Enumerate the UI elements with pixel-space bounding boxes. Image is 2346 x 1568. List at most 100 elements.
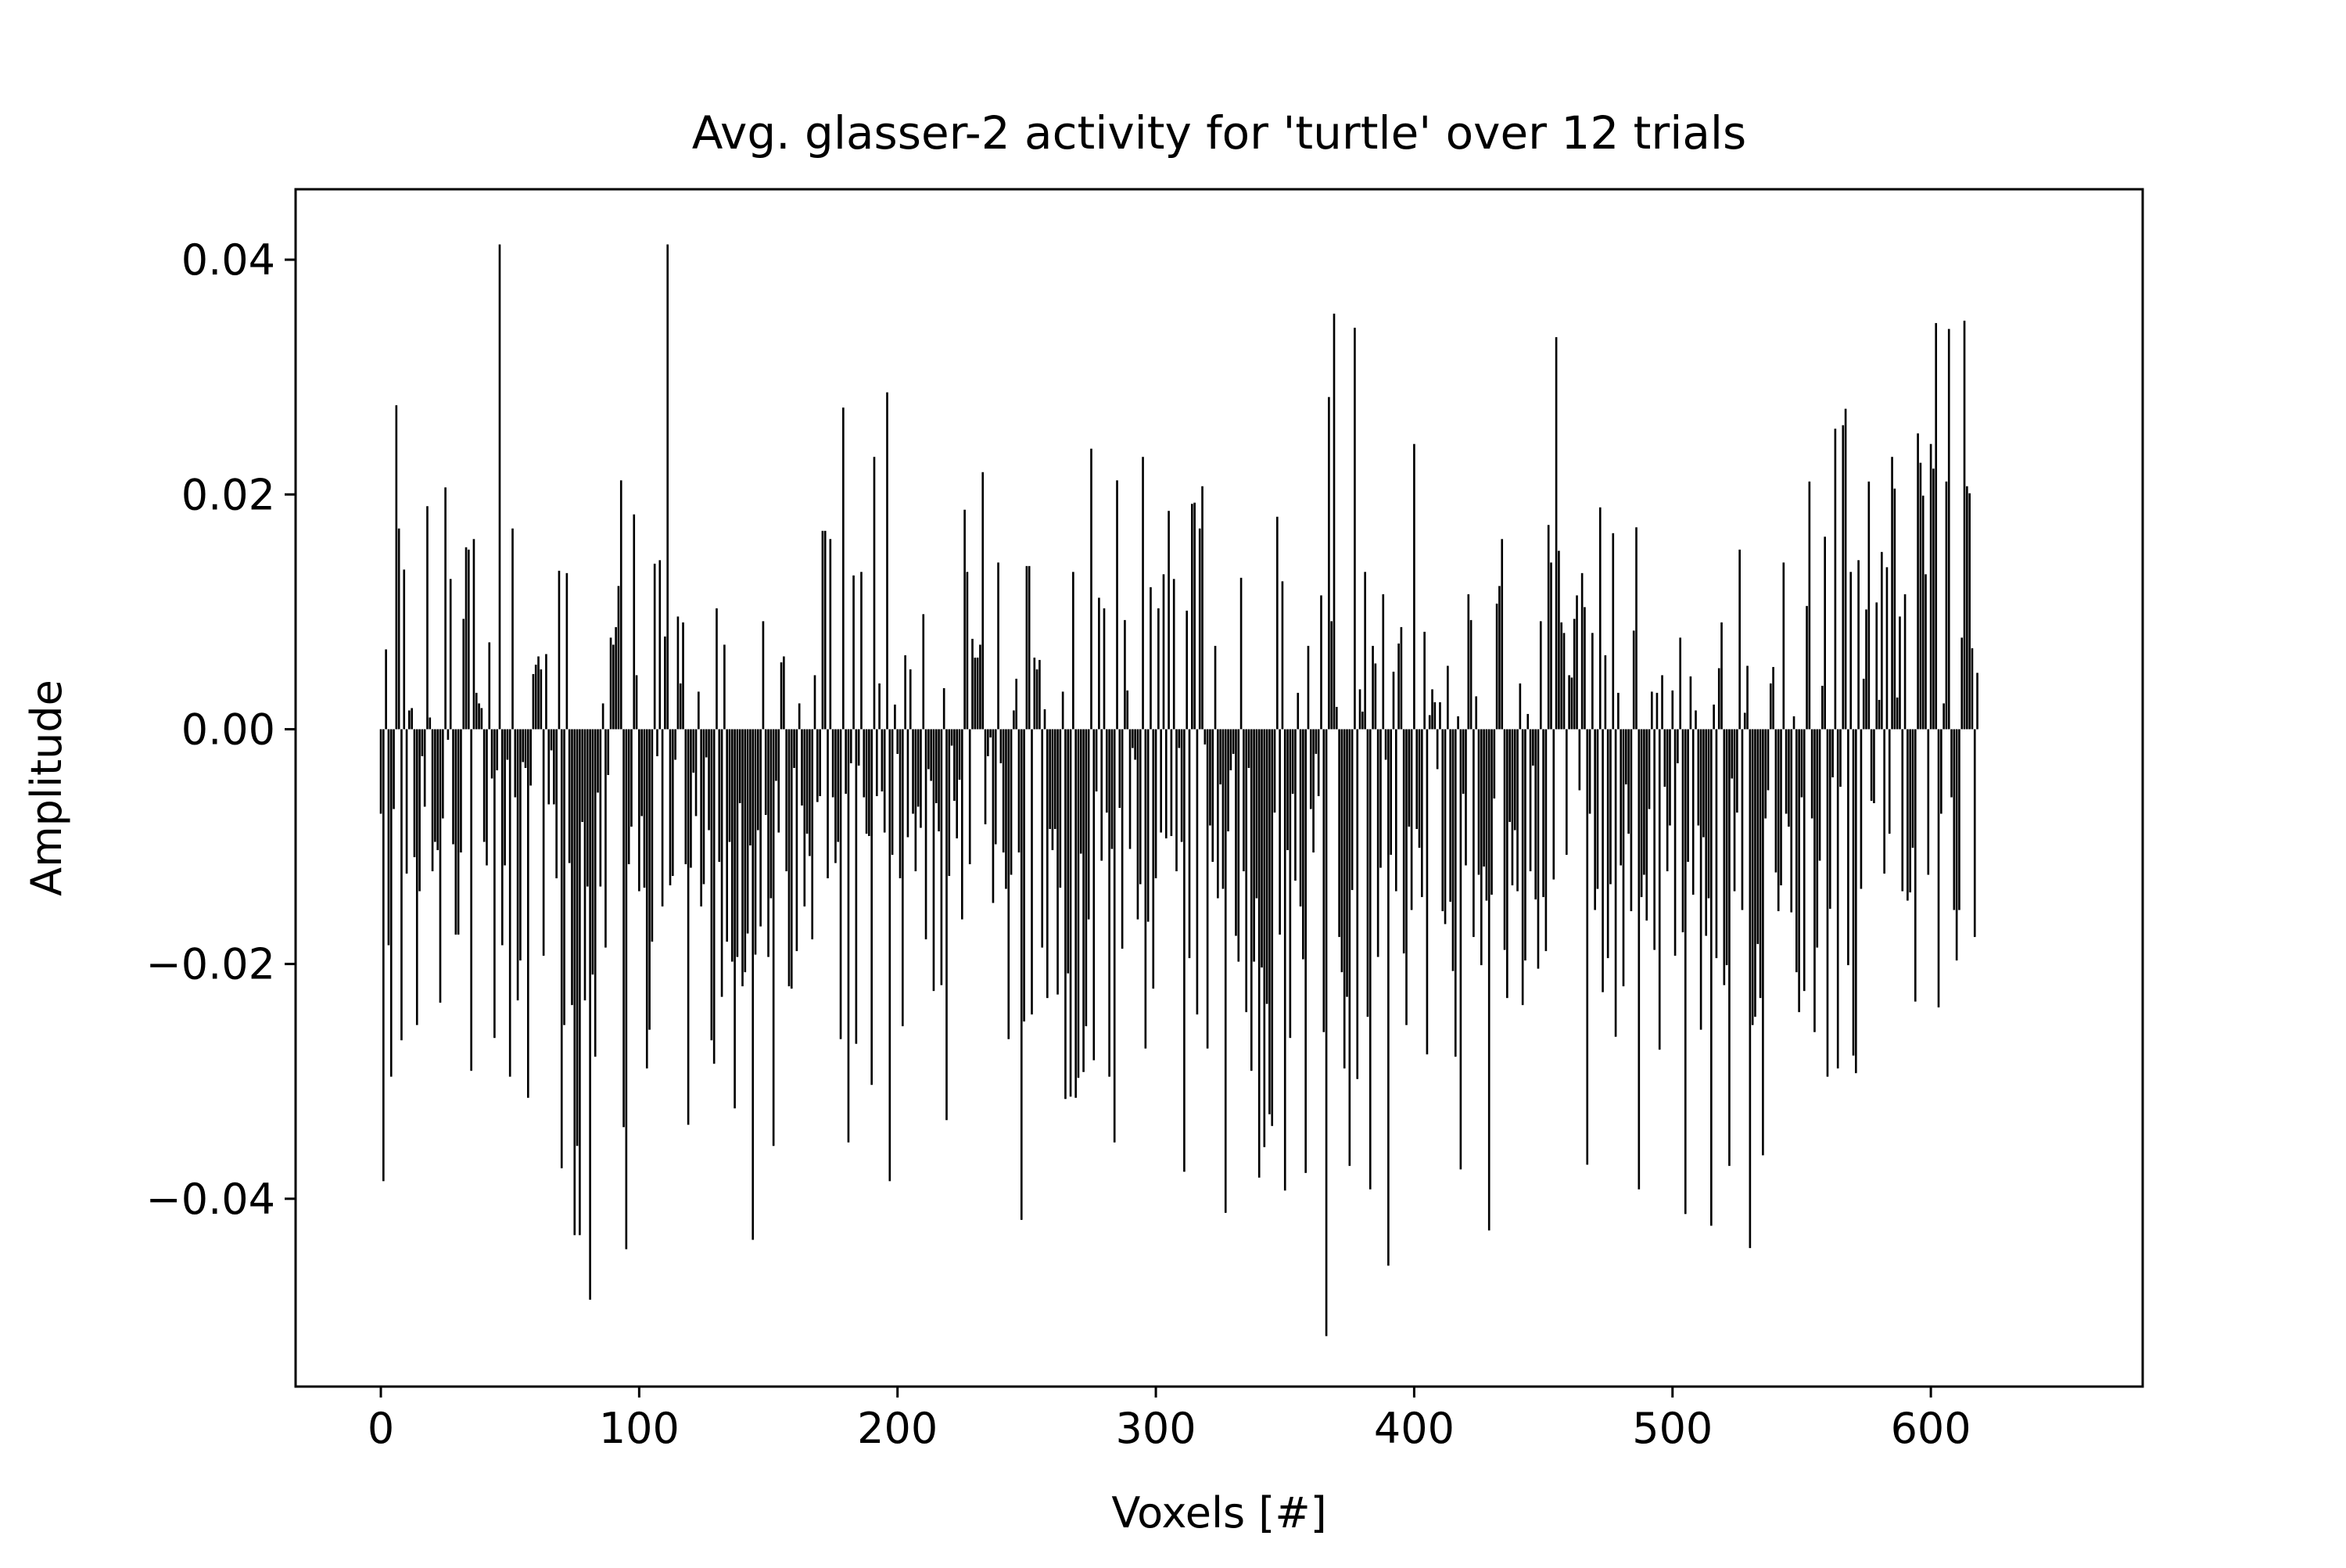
- bar: [589, 729, 591, 1300]
- bar: [1772, 666, 1774, 730]
- bar: [1627, 729, 1630, 834]
- bar: [1594, 729, 1596, 910]
- bar: [873, 457, 876, 730]
- bar: [604, 729, 607, 948]
- bar: [767, 729, 769, 957]
- bar: [1736, 729, 1738, 813]
- bar: [545, 654, 547, 730]
- bar: [1937, 729, 1940, 1008]
- bar: [1790, 729, 1793, 913]
- bar: [415, 729, 418, 1025]
- bar: [436, 729, 439, 851]
- bar: [1087, 729, 1090, 920]
- bar: [1645, 729, 1648, 921]
- bar: [1064, 729, 1067, 1100]
- bar: [462, 619, 465, 730]
- bar: [630, 729, 633, 827]
- bar: [661, 729, 664, 907]
- bar: [1317, 729, 1320, 797]
- x-tick-label: 100: [599, 1404, 680, 1453]
- bar: [1265, 729, 1268, 1004]
- bar: [1271, 729, 1274, 1126]
- bar: [785, 729, 787, 872]
- bar: [945, 729, 948, 1121]
- bar: [1885, 567, 1889, 730]
- bar: [1780, 729, 1782, 886]
- bar: [698, 691, 700, 730]
- bar: [676, 616, 680, 730]
- bar: [989, 729, 992, 737]
- bar: [1180, 729, 1183, 842]
- bar: [1219, 729, 1221, 784]
- bar: [1433, 701, 1437, 730]
- bar: [516, 729, 519, 1001]
- bar: [498, 244, 501, 730]
- bar: [586, 729, 589, 887]
- bar: [599, 729, 602, 887]
- bar: [560, 729, 563, 1168]
- bar: [529, 729, 532, 786]
- bar: [1462, 729, 1465, 794]
- bar: [1875, 602, 1878, 730]
- bar: [1689, 676, 1692, 730]
- bar: [746, 729, 749, 934]
- bar: [1893, 488, 1896, 730]
- bar: [1695, 710, 1697, 730]
- bar: [1539, 621, 1542, 730]
- bar: [426, 506, 429, 730]
- bar: [932, 729, 935, 992]
- bar: [1410, 729, 1413, 910]
- bar: [1792, 716, 1795, 730]
- bar: [1431, 689, 1433, 730]
- bar: [984, 729, 987, 825]
- bar: [1162, 574, 1165, 730]
- bar: [1214, 645, 1217, 730]
- bar: [1449, 729, 1451, 902]
- bar: [950, 729, 953, 746]
- bar: [534, 664, 537, 730]
- bar: [1555, 337, 1558, 730]
- bar: [1534, 729, 1537, 900]
- bar: [1235, 729, 1237, 936]
- bar: [1072, 572, 1074, 730]
- bar: [1423, 631, 1426, 730]
- bar: [738, 729, 741, 804]
- bar: [405, 729, 408, 874]
- bar: [640, 729, 643, 816]
- bar: [1203, 729, 1207, 745]
- bar: [886, 392, 888, 730]
- bar: [934, 729, 938, 804]
- bar: [1769, 683, 1772, 730]
- bar: [1397, 643, 1400, 730]
- bar: [888, 729, 891, 1182]
- bar: [490, 729, 493, 779]
- bar: [1328, 396, 1330, 730]
- bar: [896, 729, 899, 754]
- bar: [597, 729, 599, 793]
- bar: [1953, 729, 1956, 910]
- bar: [1390, 729, 1392, 856]
- bar: [823, 530, 827, 730]
- bar: [1501, 539, 1504, 730]
- bar: [694, 729, 698, 816]
- bar: [1017, 729, 1021, 853]
- bar: [579, 729, 581, 1236]
- bar: [1297, 692, 1300, 730]
- x-tick-label: 0: [368, 1404, 394, 1453]
- bar: [1146, 729, 1150, 922]
- bar: [1544, 729, 1548, 952]
- bar: [1134, 729, 1136, 760]
- bar: [1852, 729, 1855, 1056]
- bar: [635, 675, 638, 730]
- bar: [1854, 729, 1857, 1074]
- bar: [728, 729, 731, 842]
- bar: [1338, 729, 1340, 938]
- bar: [1764, 729, 1767, 819]
- bar: [1441, 729, 1444, 912]
- bar: [1878, 699, 1881, 730]
- bar: [1733, 729, 1736, 892]
- bar: [700, 729, 702, 907]
- bar: [1095, 729, 1098, 791]
- bar: [1444, 729, 1447, 924]
